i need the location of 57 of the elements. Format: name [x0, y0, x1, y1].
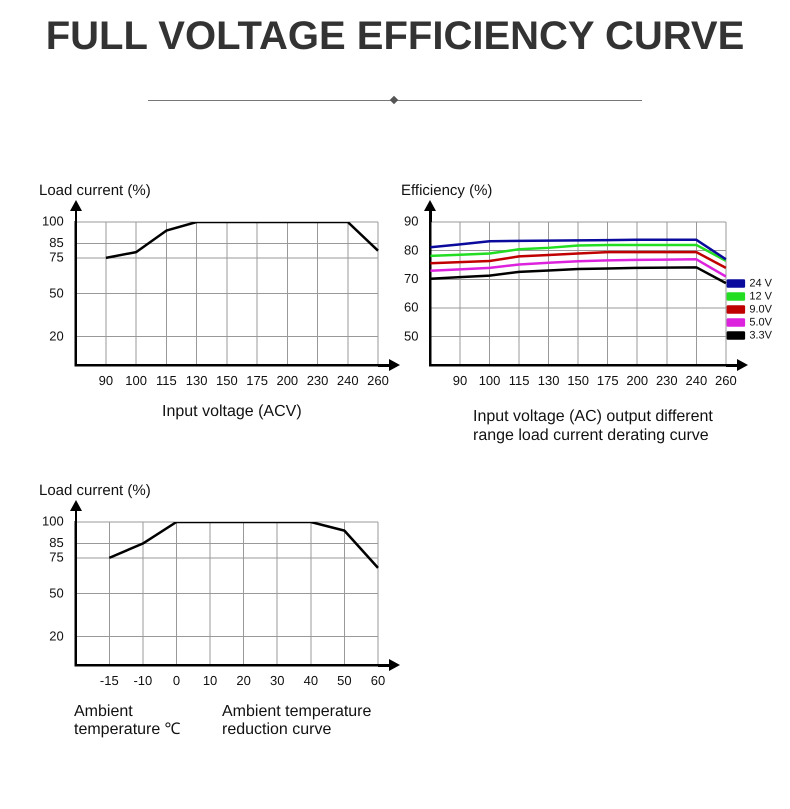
- x-tick-label: 230: [656, 372, 678, 388]
- y-tick-label: 20: [49, 328, 64, 344]
- text: Ambient temperature reduction curve: [222, 703, 372, 739]
- x-tick-label: 260: [715, 372, 737, 388]
- y-axis-title: Efficiency (%): [401, 182, 492, 199]
- x-tick-label: 150: [216, 372, 238, 388]
- y-tick-label: 80: [404, 242, 418, 258]
- x-tick-label: 240: [336, 372, 359, 388]
- y-tick-label: 50: [49, 585, 64, 600]
- x-tick-label: 100: [478, 372, 500, 388]
- y-tick-label: 85: [49, 235, 64, 250]
- x-tick-label: 0: [172, 672, 180, 688]
- chart-title: FULL VOLTAGE EFFICIENCY CURVE: [44, 14, 746, 59]
- x-axis-title: Input voltage (ACV): [161, 403, 303, 421]
- x-tick-label: 90: [98, 372, 114, 388]
- y-tick-label: 50: [49, 285, 64, 300]
- x-axis-title: Input voltage (AC) output different range load current derating curve: [473, 407, 714, 445]
- x-tick-label: 130: [186, 372, 208, 388]
- x-tick-label: 40: [304, 672, 318, 688]
- y-axis-title: Load current (%): [39, 182, 151, 199]
- x-tick-label: 150: [567, 372, 590, 388]
- y-tick-label: 100: [42, 214, 64, 229]
- x-tick-label: -10: [133, 672, 152, 688]
- x-tick-label: 115: [156, 372, 177, 388]
- x-tick-label: 30: [270, 672, 284, 688]
- x-tick-label: 20: [236, 672, 251, 688]
- x-tick-label: 240: [685, 372, 708, 388]
- y-tick-label: 60: [404, 300, 418, 315]
- y-tick-label: 100: [42, 514, 64, 529]
- y-tick-label: 70: [404, 270, 418, 286]
- y-axis-title: Load current (%): [39, 482, 151, 499]
- y-tick-label: 20: [49, 628, 64, 644]
- legend-label: 9.0V: [749, 304, 773, 316]
- x-tick-label: -15: [100, 672, 119, 688]
- x-tick-label: 130: [538, 372, 560, 388]
- x-tick-label: 260: [367, 372, 389, 388]
- x-tick-label: 100: [125, 372, 148, 388]
- legend-label: 24 V: [749, 278, 773, 290]
- legend-label: 12 V: [749, 290, 773, 303]
- x-tick-label: 115: [508, 372, 530, 388]
- y-tick-label: 75: [49, 549, 64, 564]
- x-tick-label: 200: [276, 372, 298, 388]
- y-tick-label: 90: [404, 214, 418, 229]
- x-tick-label: 200: [626, 372, 648, 388]
- x-tick-label: 50: [337, 672, 352, 688]
- x-tick-label: 175: [246, 372, 268, 388]
- x-tick-label: 60: [370, 672, 386, 688]
- y-tick-label: 75: [49, 249, 64, 264]
- x-tick-label: 10: [202, 672, 218, 688]
- x-tick-label: 230: [306, 372, 328, 388]
- x-axis-title: Ambient temperature ℃: [74, 703, 182, 739]
- x-tick-label: 90: [452, 372, 468, 388]
- x-tick-label: 175: [596, 372, 619, 388]
- y-tick-label: 50: [404, 328, 418, 344]
- legend-label: 5.0V: [749, 316, 773, 329]
- legend-label: 3.3V: [749, 330, 773, 342]
- y-tick-label: 85: [49, 535, 64, 550]
